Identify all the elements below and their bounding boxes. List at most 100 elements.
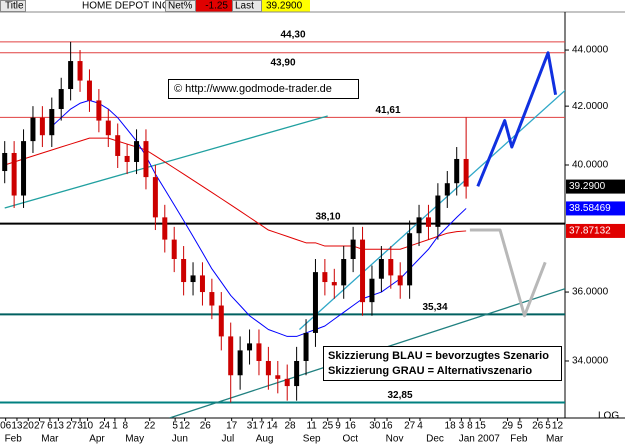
candle-body	[397, 275, 403, 286]
instrument-name: HOME DEPOT INC	[82, 1, 169, 12]
x-day-label: 22	[144, 421, 156, 432]
x-day-label: 4	[417, 421, 423, 432]
candle-body	[425, 217, 431, 227]
x-month-label: Mar	[41, 434, 59, 445]
moving-average	[4, 137, 467, 250]
candle-body	[265, 360, 271, 376]
moving-average	[51, 99, 467, 337]
candle-body	[444, 183, 450, 196]
x-day-label: 16	[345, 421, 357, 432]
x-day-label: 16	[381, 421, 393, 432]
annotation-box	[168, 79, 359, 99]
candle-body	[49, 109, 55, 136]
x-day-label: 10	[82, 421, 94, 432]
level-label: 41,61	[375, 105, 400, 116]
legend-box	[323, 346, 562, 381]
x-month-label: Mar	[546, 434, 564, 445]
candle-body	[105, 120, 111, 136]
candle-body	[247, 343, 253, 351]
x-day-label: 11	[306, 421, 317, 432]
candle-body	[124, 155, 130, 162]
x-day-label: 5	[517, 421, 523, 432]
last-value-label: 37.87132	[569, 226, 611, 237]
x-month-label: Feb	[5, 434, 23, 445]
candle-body	[96, 100, 102, 121]
x-month-label: Jan 2007	[459, 434, 501, 445]
last-value-box	[262, 0, 310, 12]
x-day-label: 9	[335, 421, 341, 432]
last-value-box	[566, 223, 625, 238]
candle-body	[303, 332, 309, 361]
x-day-label: 6	[47, 421, 53, 432]
last-label: Last	[235, 1, 254, 12]
x-day-label: 3	[459, 421, 465, 432]
candle-body	[312, 272, 318, 333]
candle-body	[454, 158, 460, 184]
x-day-label: 3	[77, 421, 83, 432]
x-day-label: 27	[34, 421, 46, 432]
candle-body	[275, 375, 281, 379]
candle-body	[11, 152, 17, 196]
candle-body	[190, 275, 196, 283]
x-month-label: May	[125, 434, 144, 445]
legend-entry: Skizzierung BLAU = bevorzugtes Szenario	[328, 350, 549, 362]
x-day-label: 14	[267, 421, 279, 432]
candle-body	[350, 239, 356, 260]
candle-body	[284, 378, 290, 387]
candle-body	[77, 61, 83, 81]
candle-body	[360, 239, 366, 303]
candle-body	[416, 217, 422, 234]
last-value: 39.2900	[266, 1, 303, 12]
y-tick-label: 42.0000	[572, 101, 609, 112]
candle-body	[143, 141, 149, 178]
level-label: 35,34	[422, 302, 447, 313]
candle-body	[30, 117, 36, 142]
net-value-box	[196, 0, 232, 12]
candle-body	[115, 135, 121, 156]
level-label: 32,85	[387, 390, 412, 401]
x-month-label: Jul	[221, 434, 234, 445]
candle-body	[21, 141, 27, 196]
x-day-label: 30	[369, 421, 381, 432]
last-value-label: 39.2900	[569, 181, 606, 192]
legend-entry: Skizzierung GRAU = Alternativszenario	[328, 365, 532, 377]
x-month-label: Feb	[510, 434, 528, 445]
candle-body	[39, 117, 45, 136]
level-label: 44,30	[280, 29, 305, 40]
candle-body	[134, 141, 140, 162]
candle-body	[388, 259, 394, 276]
last-value-label: 38.58469	[569, 203, 611, 214]
y-tick-label: 34.0000	[572, 356, 609, 367]
candle-body	[369, 278, 375, 303]
net-value: -1.25	[205, 1, 228, 12]
candle-body	[294, 360, 300, 387]
candle-body	[2, 152, 8, 172]
scenario-path	[476, 51, 558, 187]
candle-body	[68, 61, 74, 90]
x-day-label: 27	[404, 421, 416, 432]
x-day-label: 5	[545, 421, 551, 432]
x-day-label: 15	[475, 421, 487, 432]
candle-body	[228, 336, 234, 376]
annotation: © http://www.godmode-trader.de	[174, 83, 332, 95]
candle-body	[407, 233, 413, 286]
x-day-label: 29	[502, 421, 514, 432]
x-day-label: 1	[112, 421, 118, 432]
candle-body	[58, 89, 64, 110]
candle-body	[171, 239, 177, 260]
candle-body	[256, 343, 262, 361]
x-day-label: 13	[53, 421, 65, 432]
x-day-label: 26	[200, 421, 212, 432]
candle-body	[181, 259, 187, 283]
x-month-label: Aug	[256, 434, 274, 445]
x-day-label: 24	[99, 421, 111, 432]
last-value-box	[566, 179, 625, 194]
x-day-label: 27	[66, 421, 78, 432]
candle-body	[199, 275, 205, 293]
level-label: 38,10	[315, 211, 340, 222]
candle-body	[218, 305, 224, 337]
x-day-label: 20	[23, 421, 35, 432]
candle-body	[152, 177, 158, 218]
x-month-label: Jun	[172, 434, 188, 445]
